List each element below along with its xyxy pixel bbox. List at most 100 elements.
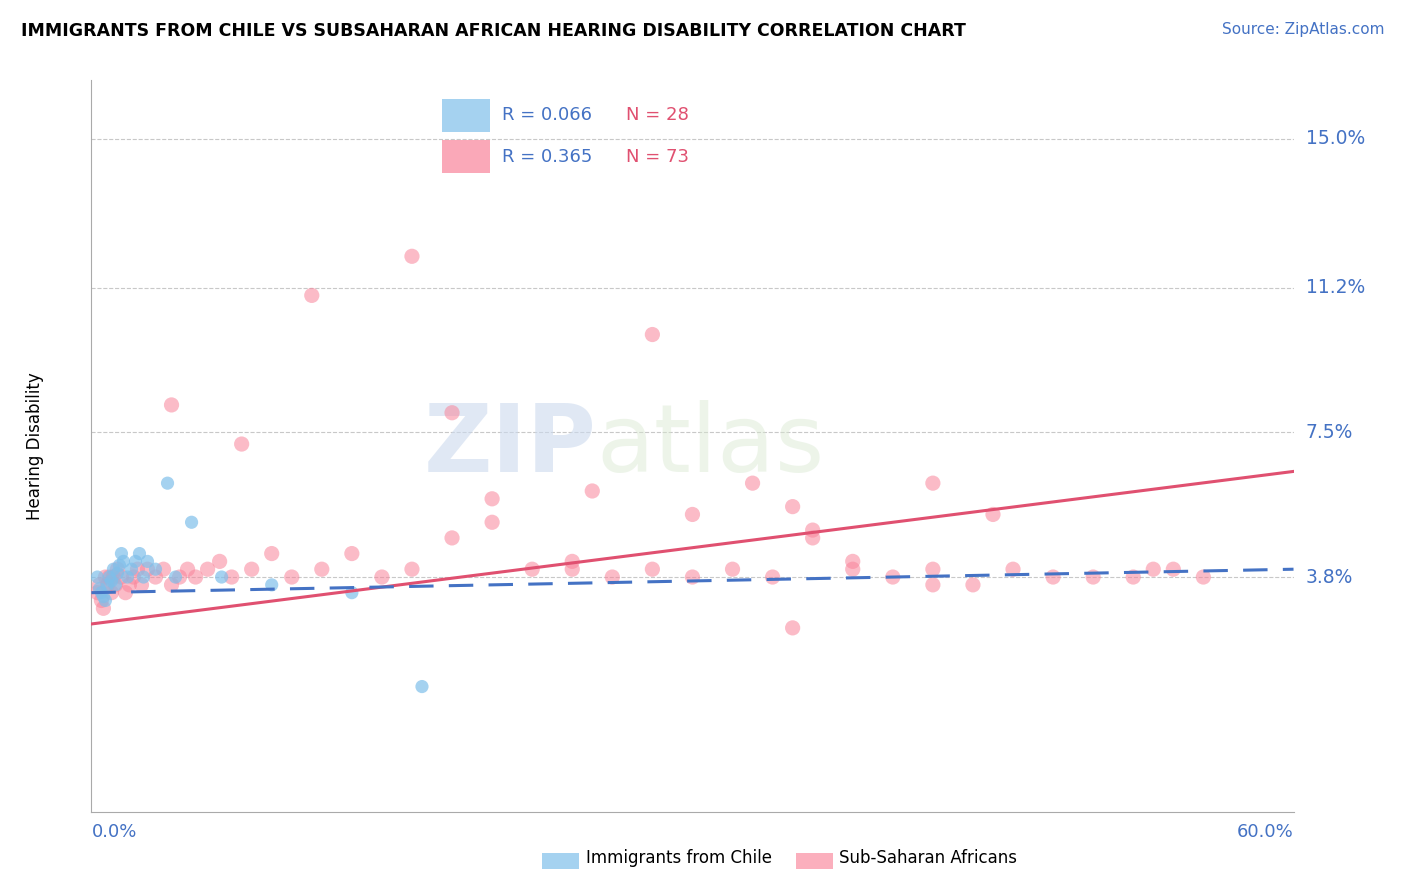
Point	[1142, 562, 1164, 576]
Point	[260, 547, 283, 561]
Point	[107, 566, 129, 581]
Point	[481, 491, 503, 506]
Point	[801, 531, 824, 545]
Point	[1122, 570, 1144, 584]
Point	[882, 570, 904, 584]
Point	[401, 249, 423, 263]
FancyBboxPatch shape	[441, 98, 491, 132]
Point	[281, 570, 304, 584]
Point	[641, 562, 664, 576]
Point	[121, 562, 143, 576]
Point	[782, 621, 804, 635]
Point	[90, 585, 112, 599]
Point	[922, 476, 945, 491]
Point	[96, 578, 118, 592]
Point	[240, 562, 263, 576]
Point	[1083, 570, 1105, 584]
Point	[96, 578, 118, 592]
Point	[841, 554, 863, 568]
Point	[103, 570, 125, 584]
Text: N = 28: N = 28	[626, 106, 689, 124]
Point	[411, 680, 433, 694]
Text: 0.0%: 0.0%	[91, 823, 136, 841]
Point	[440, 406, 463, 420]
Point	[184, 570, 207, 584]
Point	[114, 585, 136, 599]
Point	[681, 508, 703, 522]
Text: ZIP: ZIP	[423, 400, 596, 492]
Point	[156, 476, 179, 491]
Point	[118, 578, 141, 592]
Point	[108, 558, 131, 573]
Point	[602, 570, 624, 584]
FancyBboxPatch shape	[543, 853, 579, 869]
Point	[122, 570, 145, 584]
Text: 7.5%: 7.5%	[1306, 423, 1353, 442]
Point	[160, 578, 183, 592]
Point	[561, 554, 583, 568]
Text: R = 0.365: R = 0.365	[502, 148, 593, 166]
Point	[98, 570, 121, 584]
Point	[340, 585, 363, 599]
Point	[641, 327, 664, 342]
Point	[561, 562, 583, 576]
Point	[1042, 570, 1064, 584]
Point	[681, 570, 703, 584]
Text: N = 73: N = 73	[626, 148, 689, 166]
Point	[90, 593, 112, 607]
Point	[124, 554, 146, 568]
Point	[762, 570, 785, 584]
Text: Sub-Saharan Africans: Sub-Saharan Africans	[839, 849, 1018, 867]
Point	[145, 570, 167, 584]
Point	[136, 554, 159, 568]
Point	[522, 562, 544, 576]
Text: 60.0%: 60.0%	[1237, 823, 1294, 841]
Point	[1001, 562, 1024, 576]
Point	[145, 562, 167, 576]
Point	[801, 523, 824, 537]
Text: 11.2%: 11.2%	[1306, 278, 1365, 297]
Point	[311, 562, 333, 576]
Point	[340, 547, 363, 561]
Point	[208, 554, 231, 568]
Point	[741, 476, 763, 491]
Point	[401, 562, 423, 576]
Point	[231, 437, 253, 451]
Point	[152, 562, 174, 576]
FancyBboxPatch shape	[796, 853, 832, 869]
Point	[86, 585, 108, 599]
Text: Hearing Disability: Hearing Disability	[27, 372, 45, 520]
Point	[136, 562, 159, 576]
Point	[93, 590, 115, 604]
Point	[782, 500, 804, 514]
Point	[89, 582, 111, 596]
Point	[100, 574, 122, 588]
Point	[93, 601, 115, 615]
Point	[98, 570, 121, 584]
Point	[371, 570, 394, 584]
Point	[89, 578, 111, 592]
Point	[1163, 562, 1185, 576]
Point	[110, 547, 132, 561]
Point	[221, 570, 243, 584]
Point	[127, 562, 149, 576]
Point	[176, 562, 198, 576]
Point	[132, 570, 155, 584]
Point	[180, 516, 202, 530]
Point	[107, 562, 129, 576]
Text: R = 0.066: R = 0.066	[502, 106, 592, 124]
Point	[841, 562, 863, 576]
Text: Source: ZipAtlas.com: Source: ZipAtlas.com	[1222, 22, 1385, 37]
Point	[86, 570, 108, 584]
Point	[440, 531, 463, 545]
Text: 15.0%: 15.0%	[1306, 129, 1365, 148]
Point	[131, 578, 153, 592]
Point	[110, 570, 132, 584]
Point	[165, 570, 187, 584]
Point	[197, 562, 219, 576]
Point	[169, 570, 191, 584]
Point	[160, 398, 183, 412]
Point	[922, 562, 945, 576]
Point	[481, 516, 503, 530]
Point	[260, 578, 283, 592]
